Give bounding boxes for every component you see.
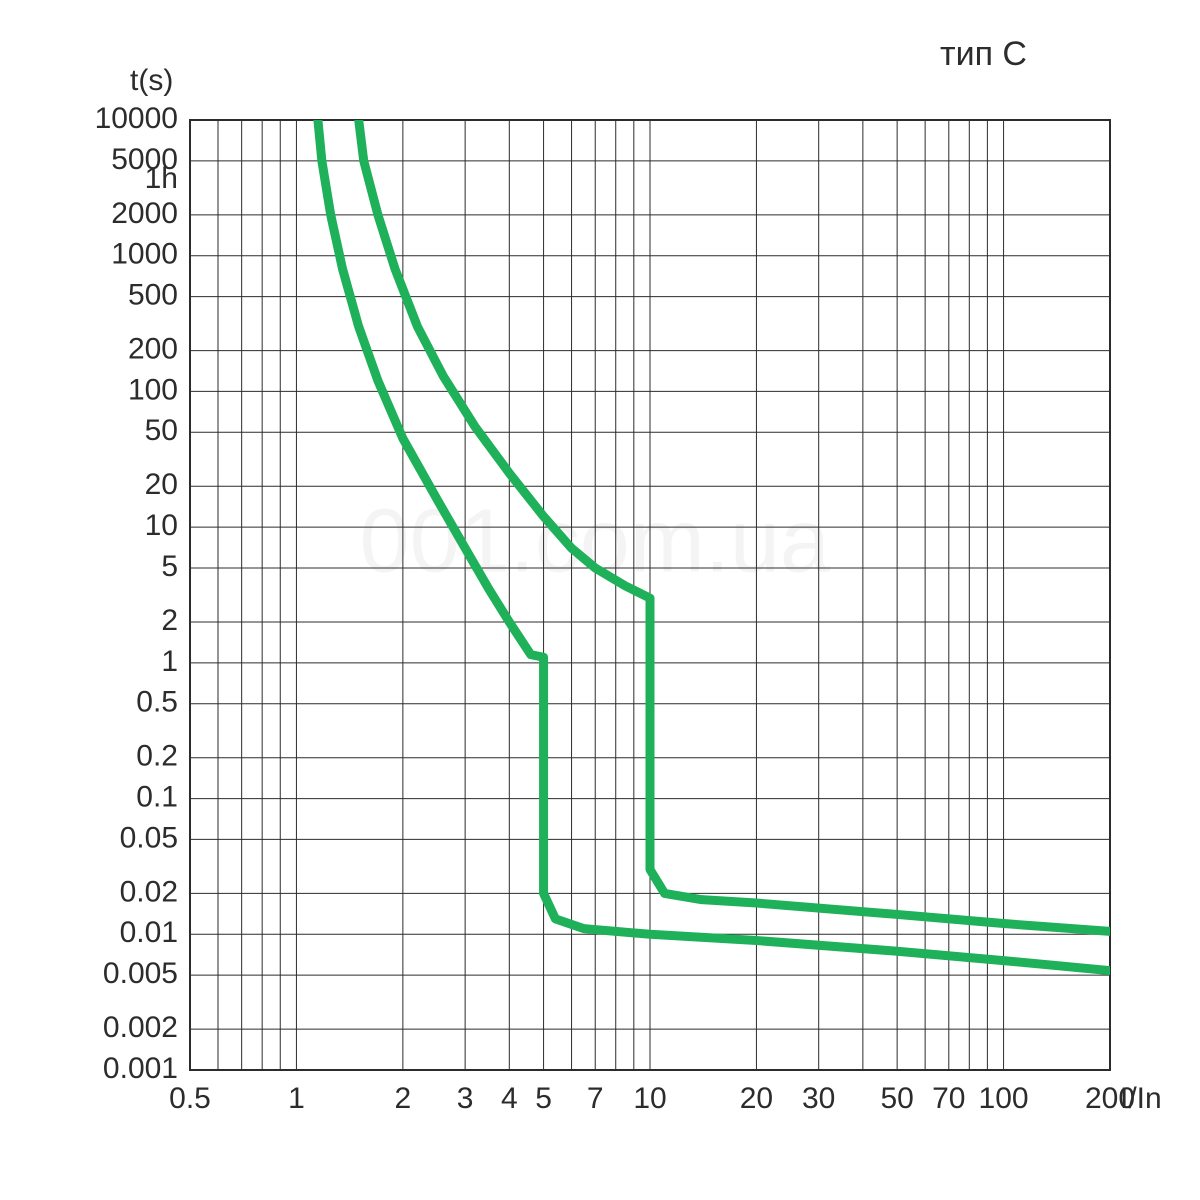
y-tick-label: 0.05: [120, 821, 178, 854]
y-tick-label: 2000: [111, 197, 178, 230]
y-tick-label: 5: [161, 550, 178, 583]
x-tick-label: 1: [288, 1082, 305, 1115]
y-tick-label: 0.1: [136, 780, 178, 813]
y-tick-label: 0.002: [103, 1011, 178, 1044]
y-tick-label: 0.005: [103, 957, 178, 990]
y-tick-label: 10: [145, 509, 178, 542]
y-tick-label: 1000: [111, 238, 178, 271]
x-tick-label: 5: [535, 1082, 552, 1115]
y-tick-label: 500: [128, 278, 178, 311]
x-tick-label: 7: [587, 1082, 604, 1115]
x-tick-label: 3: [457, 1082, 474, 1115]
x-tick-label: 10: [633, 1082, 666, 1115]
y-tick-label: 0.001: [103, 1052, 178, 1085]
curve-type-title: тип C: [940, 35, 1027, 73]
y-tick-label: 10000: [95, 102, 178, 135]
y-tick-label: 0.2: [136, 740, 178, 773]
chart-svg: 001.com.ua0.0010.0020.0050.010.020.050.1…: [0, 0, 1200, 1200]
y-axis-title: t(s): [130, 64, 173, 97]
x-tick-label: 30: [802, 1082, 835, 1115]
y-tick-label: 1: [161, 645, 178, 678]
trip-curve-chart: 001.com.ua0.0010.0020.0050.010.020.050.1…: [0, 0, 1200, 1200]
y-tick-label: 2: [161, 604, 178, 637]
y-tick-label: 5000: [111, 143, 178, 176]
x-tick-label: 100: [979, 1082, 1029, 1115]
x-tick-label: 70: [932, 1082, 965, 1115]
y-tick-label: 100: [128, 373, 178, 406]
x-tick-label: 50: [880, 1082, 913, 1115]
y-tick-label: 50: [145, 414, 178, 447]
x-axis-title: I/In: [1120, 1082, 1162, 1115]
x-tick-label: 20: [740, 1082, 773, 1115]
x-tick-label: 2: [395, 1082, 412, 1115]
x-tick-label: 4: [501, 1082, 518, 1115]
y-tick-label: 200: [128, 332, 178, 365]
y-tick-label: 20: [145, 468, 178, 501]
y-tick-label: 0.5: [136, 686, 178, 719]
y-tick-label: 0.01: [120, 916, 178, 949]
y-tick-label: 0.02: [120, 875, 178, 908]
x-tick-label: 0.5: [169, 1082, 211, 1115]
